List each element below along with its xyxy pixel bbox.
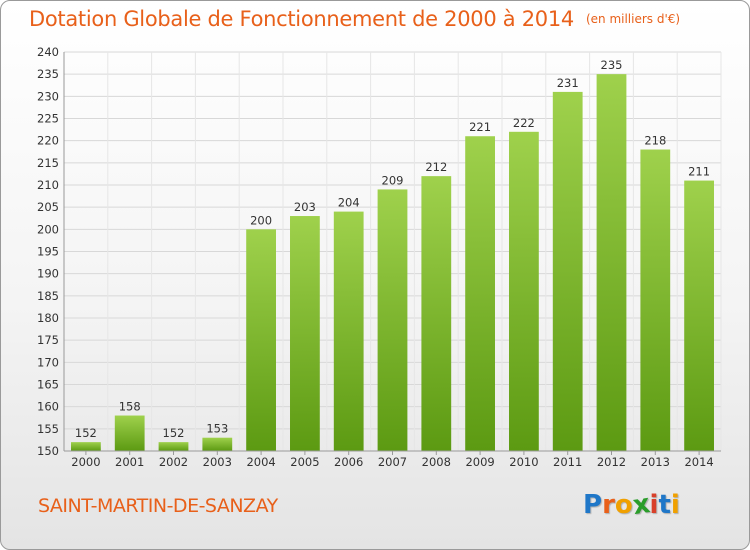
y-tick-label: 170 xyxy=(37,355,59,369)
y-tick-label: 175 xyxy=(37,333,59,347)
logo-letter: i xyxy=(670,490,680,520)
bar xyxy=(596,74,627,452)
x-tick-label: 2008 xyxy=(422,455,451,469)
bar-value-label: 211 xyxy=(688,165,710,179)
bar xyxy=(71,442,101,451)
bar xyxy=(202,437,233,451)
bar xyxy=(509,131,539,452)
x-tick-label: 2010 xyxy=(509,455,538,469)
bar-value-label: 235 xyxy=(601,58,623,72)
x-tick-label: 2014 xyxy=(684,455,713,469)
y-tick-label: 200 xyxy=(37,222,59,236)
y-tick-label: 235 xyxy=(37,67,59,81)
chart-title: Dotation Globale de Fonctionnement de 20… xyxy=(29,7,574,31)
y-tick-label: 155 xyxy=(37,422,59,436)
bar xyxy=(684,180,714,452)
x-tick-label: 2002 xyxy=(159,455,188,469)
bar xyxy=(640,149,671,452)
chart-title-block: Dotation Globale de Fonctionnement de 20… xyxy=(29,7,680,31)
y-tick-label: 195 xyxy=(37,245,59,259)
x-tick-label: 2005 xyxy=(290,455,319,469)
bar xyxy=(552,91,583,452)
logo-letter: r xyxy=(602,490,615,520)
bar xyxy=(158,442,189,451)
x-tick-label: 2007 xyxy=(378,455,407,469)
commune-name: SAINT-MARTIN-DE-SANZAY xyxy=(38,495,278,517)
y-tick-label: 165 xyxy=(37,378,59,392)
bar-value-label: 200 xyxy=(250,213,272,227)
y-tick-label: 225 xyxy=(37,112,59,126)
y-tick-label: 205 xyxy=(37,200,59,214)
bar xyxy=(246,229,276,451)
chart-unit-label: (en milliers d'€) xyxy=(585,12,681,26)
logo-letter: x xyxy=(630,488,652,522)
logo-letter: i xyxy=(649,490,659,520)
bar xyxy=(114,415,145,451)
bar-value-label: 152 xyxy=(75,426,97,440)
x-tick-label: 2011 xyxy=(553,455,582,469)
axis-layer: 150 155 160 165 170 175 180 185 190 195 200 205 210 2… xyxy=(37,45,721,469)
bar-value-label: 209 xyxy=(382,173,404,187)
bar-value-label: 231 xyxy=(557,76,579,90)
bar-value-label: 222 xyxy=(513,116,535,130)
y-tick-label: 215 xyxy=(37,156,59,170)
y-tick-label: 240 xyxy=(37,45,59,59)
logo-letter: P xyxy=(583,490,603,520)
y-tick-label: 190 xyxy=(37,267,59,281)
bar xyxy=(421,176,452,451)
x-tick-label: 2004 xyxy=(246,455,275,469)
bar xyxy=(377,189,408,451)
bar-value-label: 153 xyxy=(206,422,228,436)
x-tick-label: 2006 xyxy=(334,455,363,469)
bar-value-label: 218 xyxy=(644,134,666,148)
y-tick-label: 160 xyxy=(37,400,59,414)
y-tick-label: 180 xyxy=(37,311,59,325)
x-tick-label: 2001 xyxy=(115,455,144,469)
bar-value-label: 158 xyxy=(119,400,141,414)
x-tick-label: 2013 xyxy=(641,455,670,469)
y-tick-label: 220 xyxy=(37,134,59,148)
logo-letter: t xyxy=(658,490,671,520)
y-tick-label: 185 xyxy=(37,289,59,303)
x-tick-label: 2000 xyxy=(71,455,100,469)
bar xyxy=(465,136,495,451)
bar-layer xyxy=(71,74,714,452)
label-layer: 152 158 152 153 200 203 204 209 212 221 222 231 235 2… xyxy=(75,58,710,440)
proxiti-logo[interactable]: Proxiti xyxy=(583,488,680,522)
y-tick-label: 210 xyxy=(37,178,59,192)
x-tick-label: 2003 xyxy=(203,455,232,469)
bar-value-label: 152 xyxy=(163,426,185,440)
bar-value-label: 203 xyxy=(294,200,316,214)
logo-letter: o xyxy=(614,490,633,520)
bar xyxy=(290,216,320,451)
bar-value-label: 212 xyxy=(425,160,447,174)
bar-value-label: 221 xyxy=(469,120,491,134)
x-tick-label: 2012 xyxy=(597,455,626,469)
y-tick-label: 150 xyxy=(37,444,59,458)
bar-value-label: 204 xyxy=(338,196,360,210)
bar xyxy=(333,211,364,451)
y-tick-label: 230 xyxy=(37,89,59,103)
x-tick-label: 2009 xyxy=(465,455,494,469)
